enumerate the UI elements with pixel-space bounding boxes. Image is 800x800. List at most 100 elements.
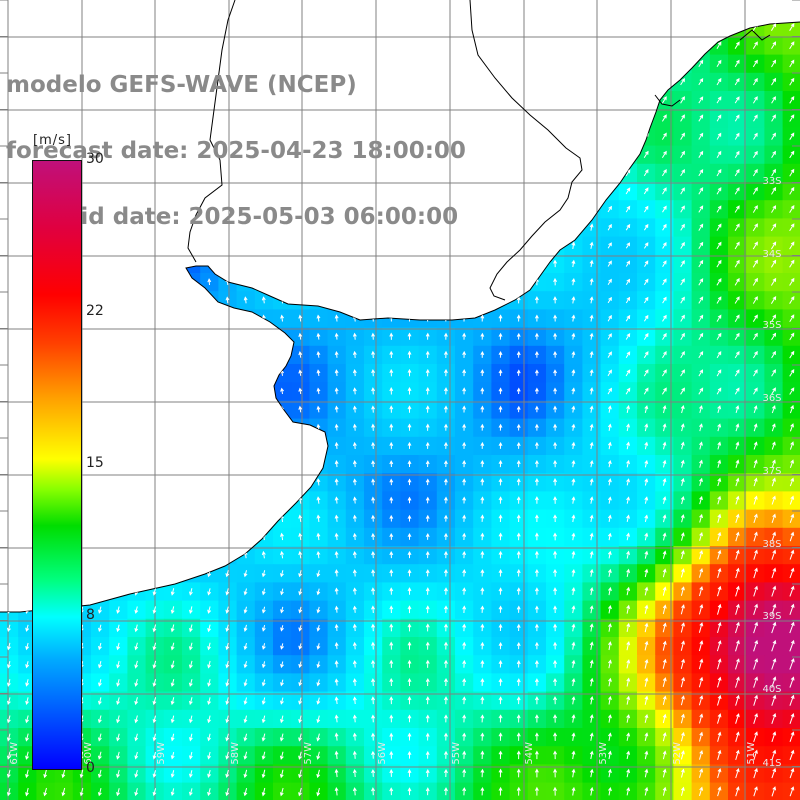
sea-cell xyxy=(546,36,565,56)
wind-arrow xyxy=(280,460,284,468)
wind-arrow xyxy=(480,405,485,413)
wind-arrow xyxy=(698,387,704,395)
wind-arrow xyxy=(462,569,467,577)
sea-cell xyxy=(236,455,256,474)
wind-arrow xyxy=(644,677,649,687)
wind-arrow xyxy=(170,368,175,377)
sea-cell xyxy=(436,291,456,310)
wind-arrow xyxy=(516,786,521,796)
sea-cell xyxy=(473,145,492,165)
wind-arrow xyxy=(553,459,558,468)
wind-arrow xyxy=(316,769,321,779)
sea-cell xyxy=(419,0,438,19)
sea-cell xyxy=(200,436,219,456)
wind-arrow xyxy=(771,186,777,195)
wind-arrow xyxy=(352,478,357,486)
sea-cell xyxy=(91,436,110,456)
wind-arrow xyxy=(389,496,394,504)
wind-arrow xyxy=(134,387,139,395)
wind-arrow xyxy=(752,150,758,158)
wind-arrow xyxy=(753,603,758,615)
wind-arrow xyxy=(753,531,758,542)
wind-arrow xyxy=(389,714,394,723)
wind-arrow xyxy=(589,259,594,268)
wind-arrow xyxy=(480,514,485,522)
wind-arrow xyxy=(425,551,430,559)
wind-arrow xyxy=(589,459,594,468)
wind-arrow xyxy=(425,478,430,486)
wind-arrow xyxy=(207,532,212,540)
wind-arrow xyxy=(352,678,357,686)
wind-arrow xyxy=(752,59,758,68)
wind-arrow xyxy=(98,441,103,449)
wind-arrow xyxy=(553,205,558,213)
wind-arrow xyxy=(589,659,594,669)
sea-cell xyxy=(254,327,274,347)
sea-cell xyxy=(327,291,347,310)
wind-arrow xyxy=(443,787,448,796)
wind-arrow xyxy=(607,278,612,285)
sea-cell xyxy=(109,382,128,401)
wind-arrow xyxy=(735,459,740,468)
latitude-label: 33S xyxy=(762,176,781,187)
sea-cell xyxy=(473,163,492,183)
wind-arrow xyxy=(425,260,430,267)
wind-arrow xyxy=(589,23,594,31)
sea-cell xyxy=(109,582,128,602)
wind-arrow xyxy=(188,642,193,651)
wind-arrow xyxy=(352,623,357,632)
wind-arrow xyxy=(661,387,667,395)
wind-arrow xyxy=(407,551,412,559)
sea-cell xyxy=(109,455,128,474)
wind-arrow xyxy=(116,296,121,304)
wind-arrow xyxy=(498,569,503,577)
sea-cell xyxy=(637,109,656,128)
wind-arrow xyxy=(189,278,194,285)
wind-arrow xyxy=(789,387,795,395)
wind-arrow xyxy=(116,314,121,322)
sea-cell xyxy=(254,455,274,474)
wind-arrow xyxy=(643,314,649,322)
sea-cell xyxy=(182,455,201,474)
colorbar-unit: [m/s] xyxy=(33,133,72,148)
wind-arrow xyxy=(316,514,321,522)
sea-cell xyxy=(309,254,329,274)
sea-cell xyxy=(18,0,37,19)
wind-arrow xyxy=(662,750,667,760)
sea-cell xyxy=(273,291,292,310)
sea-cell xyxy=(109,564,128,583)
sea-cell xyxy=(236,473,256,492)
sea-cell xyxy=(600,54,620,74)
wind-arrow xyxy=(662,695,667,706)
sea-cell xyxy=(0,273,19,292)
wind-arrow xyxy=(371,260,376,267)
sea-cell xyxy=(691,22,711,37)
wind-arrow xyxy=(98,624,102,632)
wind-arrow xyxy=(261,588,266,596)
wind-arrow xyxy=(534,496,539,504)
sea-cell xyxy=(600,36,620,56)
wind-arrow xyxy=(789,731,795,742)
wind-arrow xyxy=(116,332,121,340)
wind-arrow xyxy=(516,605,521,613)
sea-cell xyxy=(254,345,274,365)
wind-arrow xyxy=(298,751,302,760)
wind-arrow xyxy=(644,640,649,651)
wind-arrow xyxy=(752,259,758,268)
wind-arrow xyxy=(462,696,467,705)
wind-arrow xyxy=(571,23,576,31)
sea-cell xyxy=(527,200,547,219)
wind-arrow xyxy=(516,550,521,559)
sea-cell xyxy=(218,509,238,529)
wind-arrow xyxy=(243,514,248,522)
wind-arrow xyxy=(553,750,558,760)
wind-arrow xyxy=(771,585,777,597)
wind-arrow xyxy=(134,606,139,614)
sea-cell xyxy=(600,145,620,165)
wind-arrow xyxy=(170,532,175,540)
wind-arrow xyxy=(589,277,594,286)
wind-arrow xyxy=(170,441,175,449)
wind-arrow xyxy=(389,696,394,705)
wind-arrow xyxy=(699,423,703,432)
